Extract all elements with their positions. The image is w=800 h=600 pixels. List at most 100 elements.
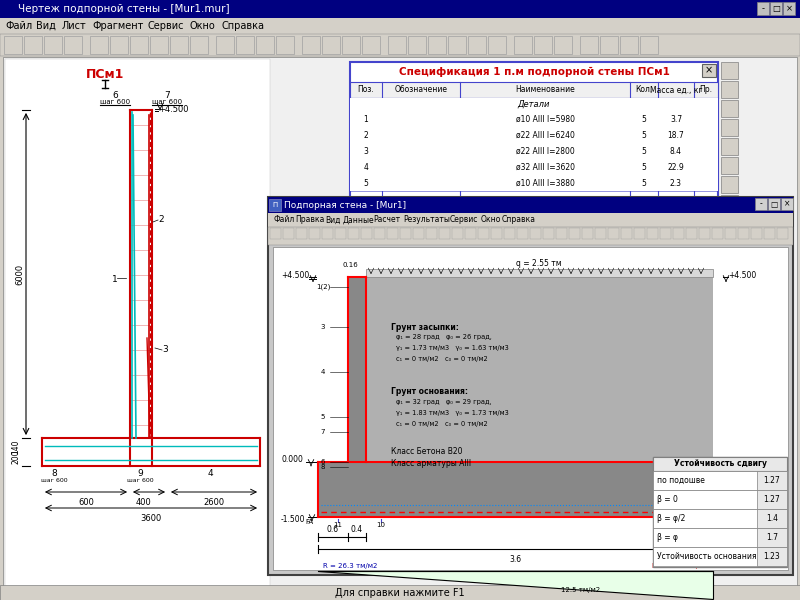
Bar [268,197,793,575]
Text: 5: 5 [642,163,646,172]
Bar [653,509,787,528]
Bar [600,36,618,54]
Text: 9: 9 [137,469,143,479]
Bar [660,228,671,239]
Text: q = 2.55 тм: q = 2.55 тм [516,259,562,269]
Bar [24,36,42,54]
Bar [335,228,346,239]
Bar [755,198,767,210]
Text: 1: 1 [364,115,368,124]
Text: R = 26.3 тм/м2: R = 26.3 тм/м2 [323,563,378,569]
Text: β = 0: β = 0 [657,495,678,504]
Text: γ₁ = 1.73 тм/м3   γ₀ = 1.63 тм/м3: γ₁ = 1.73 тм/м3 γ₀ = 1.63 тм/м3 [396,345,509,351]
Bar [686,228,697,239]
Text: Для справки нажмите F1: Для справки нажмите F1 [335,587,465,598]
Text: φ₁ = 28 град   φ₀ = 26 град,: φ₁ = 28 град φ₀ = 26 град, [396,334,492,340]
Text: 8.4: 8.4 [670,146,682,155]
Text: 1: 1 [112,275,118,284]
Bar [488,36,506,54]
Bar [653,457,787,567]
Text: 3600: 3600 [140,514,162,523]
Bar [465,228,476,239]
Bar [413,228,424,239]
Text: по подошве: по подошве [657,476,705,485]
Text: Сервис: Сервис [450,215,478,224]
Polygon shape [318,571,713,599]
Bar [569,228,580,239]
Bar [721,195,738,212]
Bar [273,247,788,570]
Bar [236,36,254,54]
Bar [90,36,108,54]
Text: Класс арматуры АIII: Класс арматуры АIII [391,458,471,467]
Text: 5: 5 [642,179,646,187]
Bar [699,228,710,239]
Bar [757,528,787,547]
Bar [653,547,787,566]
Bar [350,143,718,159]
Text: шаг 600: шаг 600 [126,478,154,482]
Bar [781,198,793,210]
Text: 8: 8 [321,464,326,470]
Text: 11: 11 [334,522,342,528]
Bar [448,36,466,54]
Bar [721,176,738,193]
Text: γ₁ = 1.83 тм/м3   γ₀ = 1.73 тм/м3: γ₁ = 1.83 тм/м3 γ₀ = 1.73 тм/м3 [396,410,509,416]
Text: +4.500: +4.500 [281,271,310,280]
Bar [190,36,208,54]
Text: 5: 5 [642,146,646,155]
Bar [302,36,320,54]
Bar [216,36,234,54]
Text: 3.7: 3.7 [670,115,682,124]
Bar [3,57,797,590]
Text: □: □ [770,199,778,208]
Bar [556,228,567,239]
Text: Лист: Лист [62,21,86,31]
Text: 2: 2 [158,215,164,224]
Bar [517,228,528,239]
Text: 400: 400 [136,498,152,507]
Bar [757,490,787,509]
Text: 5: 5 [363,179,369,187]
Text: 4: 4 [207,469,213,479]
Bar [439,228,450,239]
Bar [0,0,800,18]
Bar [322,36,340,54]
Bar [721,138,738,155]
Text: 3: 3 [363,146,369,155]
Bar [150,36,168,54]
Bar [269,199,281,211]
Text: Устойчивость сдвигу: Устойчивость сдвигу [674,460,766,469]
Bar [296,228,307,239]
Text: 0.4: 0.4 [351,526,363,535]
Text: 3: 3 [321,324,326,330]
Text: Фрагмент: Фрагмент [93,21,144,31]
Bar [270,228,281,239]
Bar [757,2,769,15]
Text: Справка: Справка [502,215,536,224]
Bar [647,228,658,239]
Text: 1.7: 1.7 [766,533,778,542]
Bar [673,228,684,239]
Text: ø32 АIII l=3620: ø32 АIII l=3620 [515,163,574,172]
Text: Вид: Вид [325,215,340,224]
Text: 0.6: 0.6 [327,526,339,535]
Bar [721,214,738,231]
Bar [0,34,800,56]
Text: -: - [762,4,765,13]
Bar [757,547,787,566]
Bar [621,228,632,239]
Bar [350,98,718,111]
Text: 7: 7 [321,429,326,435]
Bar [318,462,713,517]
Text: Спецификация 1 п.м подпорной стены ПСм1: Спецификация 1 п.м подпорной стены ПСм1 [398,67,670,77]
Bar [342,36,360,54]
Text: Чертеж подпорной стены - [Mur1.mur]: Чертеж подпорной стены - [Mur1.mur] [18,4,230,14]
Text: -: - [760,199,762,208]
Bar [653,528,787,547]
Text: 8: 8 [51,469,57,479]
Text: 5: 5 [642,130,646,139]
Bar [721,100,738,117]
Bar [702,64,716,77]
Text: -1.500: -1.500 [728,514,753,523]
